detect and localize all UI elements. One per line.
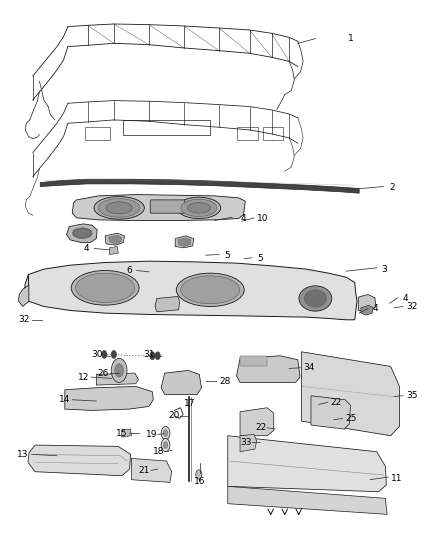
Polygon shape bbox=[131, 458, 172, 482]
Polygon shape bbox=[240, 408, 274, 436]
Ellipse shape bbox=[71, 271, 139, 305]
FancyBboxPatch shape bbox=[150, 200, 185, 213]
Text: 34: 34 bbox=[304, 364, 315, 372]
Ellipse shape bbox=[187, 203, 210, 213]
Text: 4: 4 bbox=[373, 304, 378, 313]
Text: 18: 18 bbox=[153, 447, 164, 456]
Text: 28: 28 bbox=[219, 377, 231, 385]
Circle shape bbox=[111, 351, 117, 358]
Circle shape bbox=[161, 426, 170, 440]
Text: 19: 19 bbox=[146, 430, 157, 439]
Text: 25: 25 bbox=[346, 414, 357, 423]
Polygon shape bbox=[110, 246, 118, 255]
Ellipse shape bbox=[99, 199, 140, 217]
Polygon shape bbox=[72, 195, 245, 221]
Polygon shape bbox=[178, 238, 191, 246]
Ellipse shape bbox=[299, 286, 332, 311]
Text: 10: 10 bbox=[257, 214, 268, 223]
Polygon shape bbox=[65, 386, 153, 410]
Circle shape bbox=[155, 352, 160, 360]
Circle shape bbox=[150, 352, 155, 360]
Circle shape bbox=[163, 442, 168, 448]
Polygon shape bbox=[240, 356, 267, 367]
Ellipse shape bbox=[176, 273, 244, 306]
Ellipse shape bbox=[94, 197, 145, 219]
Polygon shape bbox=[122, 429, 131, 437]
Text: 22: 22 bbox=[255, 423, 267, 432]
Polygon shape bbox=[24, 261, 357, 320]
Text: 12: 12 bbox=[78, 373, 90, 382]
Text: 15: 15 bbox=[116, 429, 127, 438]
Text: 1: 1 bbox=[347, 34, 353, 43]
Ellipse shape bbox=[75, 273, 135, 303]
Text: 31: 31 bbox=[143, 350, 155, 359]
Text: 14: 14 bbox=[59, 395, 71, 404]
Text: 6: 6 bbox=[127, 266, 133, 275]
Polygon shape bbox=[18, 285, 29, 306]
Polygon shape bbox=[175, 236, 194, 248]
Text: 4: 4 bbox=[403, 294, 408, 303]
Text: 30: 30 bbox=[92, 350, 103, 359]
Ellipse shape bbox=[181, 199, 217, 216]
Text: 32: 32 bbox=[406, 302, 417, 311]
Text: 32: 32 bbox=[18, 316, 29, 324]
Text: 16: 16 bbox=[194, 477, 205, 486]
Polygon shape bbox=[358, 294, 376, 312]
Polygon shape bbox=[73, 229, 91, 238]
Polygon shape bbox=[240, 434, 257, 452]
Text: 21: 21 bbox=[139, 466, 150, 475]
Text: 35: 35 bbox=[406, 391, 417, 400]
Polygon shape bbox=[161, 370, 201, 394]
Circle shape bbox=[111, 358, 127, 383]
Polygon shape bbox=[28, 445, 131, 476]
Text: 33: 33 bbox=[240, 438, 252, 447]
Text: 22: 22 bbox=[331, 398, 342, 407]
Polygon shape bbox=[361, 305, 373, 315]
Polygon shape bbox=[311, 395, 350, 429]
Polygon shape bbox=[44, 180, 355, 185]
Text: 5: 5 bbox=[224, 251, 230, 260]
Polygon shape bbox=[105, 233, 124, 245]
Text: 4: 4 bbox=[84, 244, 89, 253]
Polygon shape bbox=[40, 179, 359, 193]
Circle shape bbox=[196, 470, 202, 479]
Text: 3: 3 bbox=[381, 265, 388, 273]
Ellipse shape bbox=[177, 197, 221, 219]
Polygon shape bbox=[96, 373, 138, 385]
Ellipse shape bbox=[304, 290, 326, 307]
Polygon shape bbox=[67, 224, 97, 243]
Polygon shape bbox=[301, 352, 399, 436]
Polygon shape bbox=[109, 235, 122, 244]
Circle shape bbox=[115, 364, 124, 377]
Text: 11: 11 bbox=[391, 474, 403, 483]
Polygon shape bbox=[237, 356, 300, 383]
Circle shape bbox=[163, 430, 168, 437]
Text: 4: 4 bbox=[240, 214, 246, 223]
Ellipse shape bbox=[180, 276, 240, 304]
Text: 13: 13 bbox=[17, 450, 28, 459]
Circle shape bbox=[161, 438, 170, 451]
Polygon shape bbox=[228, 486, 387, 514]
Polygon shape bbox=[228, 436, 386, 491]
Text: 26: 26 bbox=[98, 369, 109, 377]
Circle shape bbox=[102, 351, 107, 358]
Ellipse shape bbox=[72, 228, 92, 239]
Text: 17: 17 bbox=[184, 399, 195, 408]
Ellipse shape bbox=[106, 202, 132, 214]
Text: 20: 20 bbox=[169, 411, 180, 420]
Polygon shape bbox=[155, 296, 180, 312]
Text: 2: 2 bbox=[389, 183, 395, 192]
Text: 5: 5 bbox=[257, 254, 263, 263]
